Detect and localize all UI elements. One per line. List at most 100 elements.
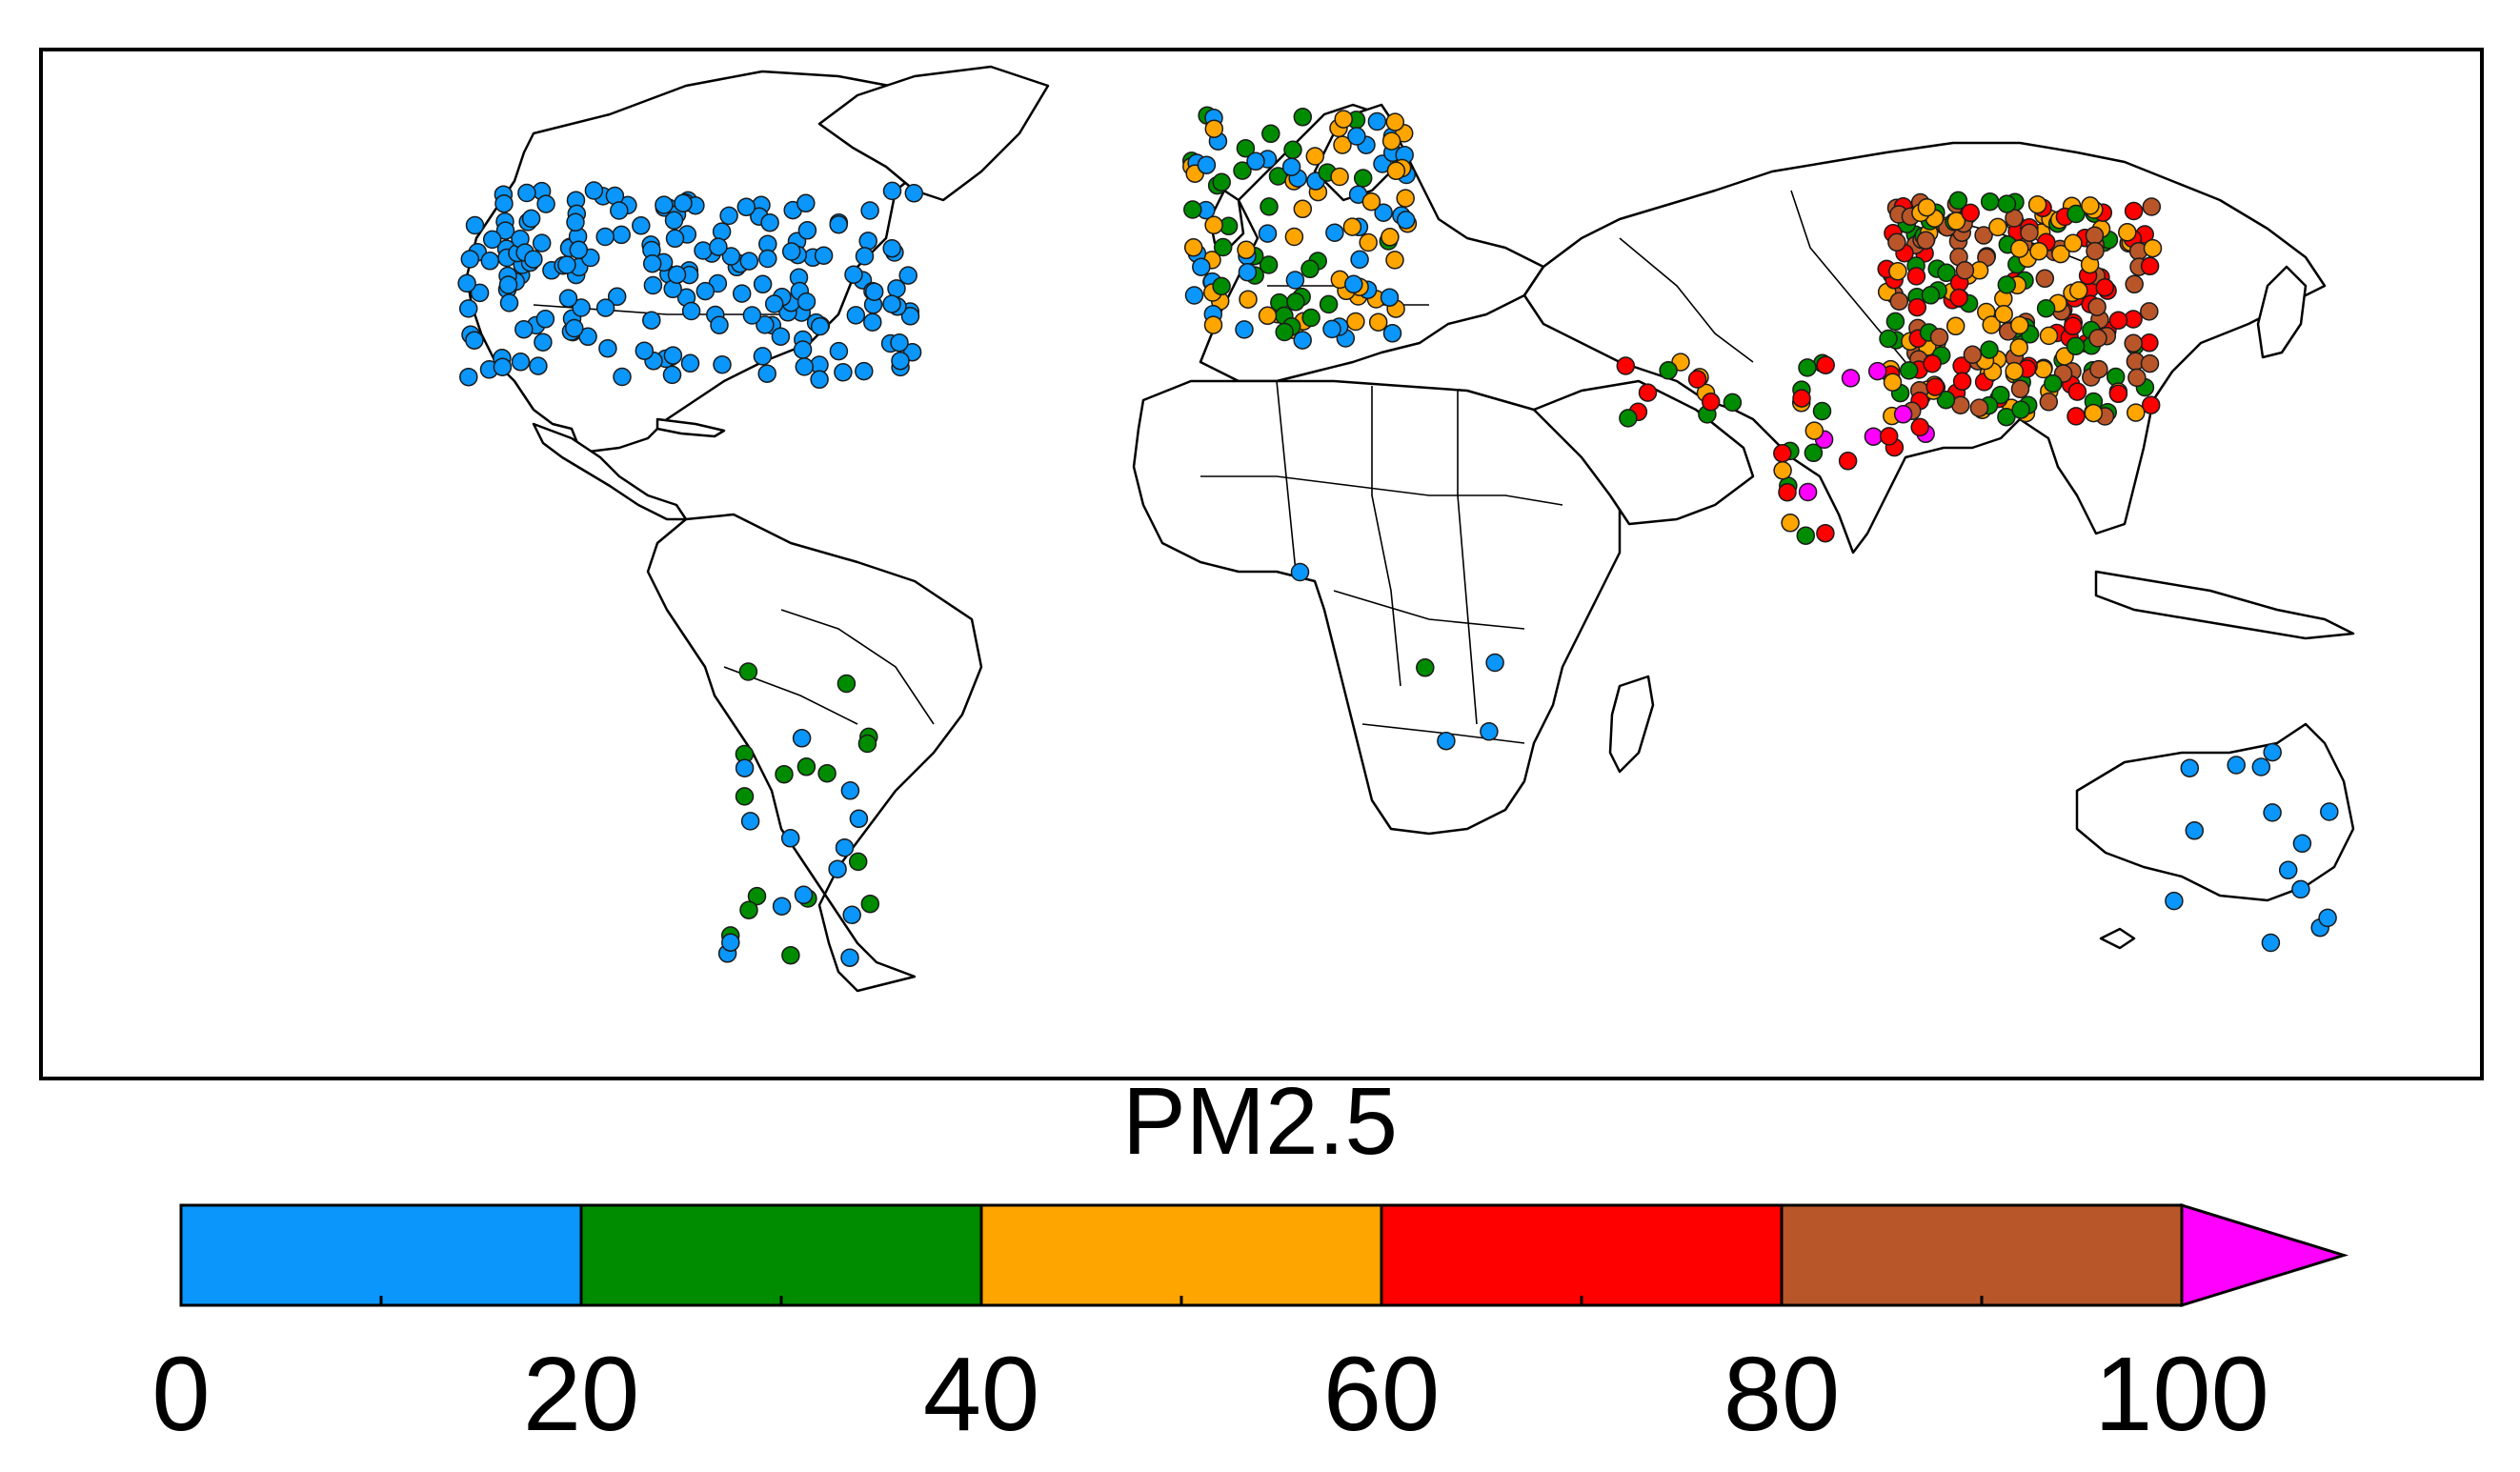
station-marker	[514, 319, 534, 339]
station-marker	[2089, 359, 2108, 379]
station-marker	[2108, 311, 2128, 330]
station-marker	[1485, 653, 1504, 673]
station-marker	[891, 351, 910, 371]
station-marker	[736, 197, 756, 217]
station-marker	[1948, 191, 1968, 211]
station-marker	[2010, 315, 2029, 335]
station-marker	[2051, 244, 2070, 264]
station-marker	[2142, 197, 2162, 216]
station-marker	[855, 361, 874, 381]
station-marker	[842, 905, 861, 925]
station-marker	[1659, 361, 1678, 380]
station-marker	[898, 266, 917, 285]
station-marker	[795, 357, 815, 376]
station-marker	[1350, 250, 1369, 270]
station-marker	[1293, 331, 1312, 350]
station-marker	[480, 252, 500, 271]
station-marker	[2140, 333, 2159, 353]
station-marker	[2263, 803, 2282, 822]
station-marker	[2011, 400, 2030, 419]
colorbar-bin-40-60	[979, 1203, 1383, 1307]
station-marker	[1798, 482, 1818, 502]
station-marker	[494, 193, 514, 213]
station-marker	[1260, 197, 1279, 216]
station-marker	[2066, 204, 2086, 224]
station-marker	[1380, 288, 1400, 307]
station-marker	[1778, 482, 1797, 502]
station-marker	[1322, 319, 1341, 339]
station-marker	[558, 289, 578, 308]
station-marker	[1235, 320, 1254, 339]
station-marker	[1889, 292, 1909, 311]
station-marker	[1396, 211, 1416, 230]
station-marker	[1381, 228, 1400, 247]
station-marker	[882, 294, 901, 313]
station-marker	[1988, 217, 2007, 237]
station-marker	[1285, 271, 1305, 290]
station-marker	[2020, 223, 2039, 242]
station-marker	[642, 311, 661, 330]
station-marker	[521, 209, 541, 229]
station-marker	[740, 812, 760, 831]
station-marker	[667, 265, 687, 284]
station-marker	[1212, 172, 1231, 192]
colorbar-bin-20-40	[579, 1203, 983, 1307]
station-marker	[1261, 124, 1280, 144]
station-marker	[674, 193, 693, 213]
station-marker	[1888, 262, 1907, 281]
station-marker	[753, 274, 773, 294]
station-marker	[792, 729, 812, 748]
colorbar-bin-0-20	[179, 1203, 583, 1307]
colorbar-title: PM2.5	[1121, 1068, 1398, 1175]
station-marker	[536, 194, 555, 213]
station-marker	[817, 763, 837, 783]
station-marker	[834, 363, 853, 382]
station-marker	[848, 852, 868, 872]
station-marker	[835, 837, 855, 857]
station-marker	[732, 284, 752, 303]
station-marker	[1994, 304, 2013, 324]
station-marker	[857, 734, 877, 754]
station-marker	[739, 252, 759, 271]
station-marker	[457, 273, 476, 293]
station-marker	[569, 240, 589, 260]
station-marker	[756, 315, 775, 334]
station-marker	[610, 201, 629, 220]
station-marker	[524, 250, 543, 269]
station-marker	[2084, 403, 2104, 423]
station-marker	[1381, 131, 1401, 151]
station-marker	[1346, 312, 1365, 332]
station-marker	[760, 212, 779, 232]
station-marker	[2127, 403, 2146, 422]
station-marker	[837, 674, 857, 694]
station-marker	[1838, 452, 1858, 471]
station-marker	[1961, 203, 1980, 223]
colorbar-overflow-triangle	[2180, 1202, 2349, 1308]
station-marker	[1916, 231, 1936, 250]
colorbar-tick-label: 80	[1723, 1336, 1841, 1453]
station-marker	[1293, 108, 1313, 127]
station-marker	[2088, 329, 2107, 348]
station-marker	[1723, 393, 1743, 413]
station-marker	[890, 333, 909, 353]
station-marker	[532, 233, 552, 252]
station-marker	[1910, 417, 1929, 437]
station-marker	[840, 781, 860, 800]
station-marker	[1899, 361, 1919, 380]
station-marker	[2068, 281, 2088, 300]
station-marker	[1325, 223, 1344, 242]
station-marker	[493, 357, 513, 376]
colorbar-tick-label: 0	[151, 1336, 211, 1453]
station-marker	[735, 758, 755, 777]
station-marker	[565, 318, 584, 338]
station-marker	[1773, 444, 1792, 463]
station-marker	[534, 333, 553, 352]
station-marker	[1367, 111, 1387, 131]
station-marker	[1183, 200, 1202, 219]
station-marker	[1197, 155, 1217, 174]
station-marker	[1773, 461, 1792, 480]
station-marker	[1342, 217, 1362, 236]
station-marker	[2044, 373, 2063, 393]
station-marker	[2124, 201, 2144, 221]
station-marker	[2067, 382, 2087, 401]
